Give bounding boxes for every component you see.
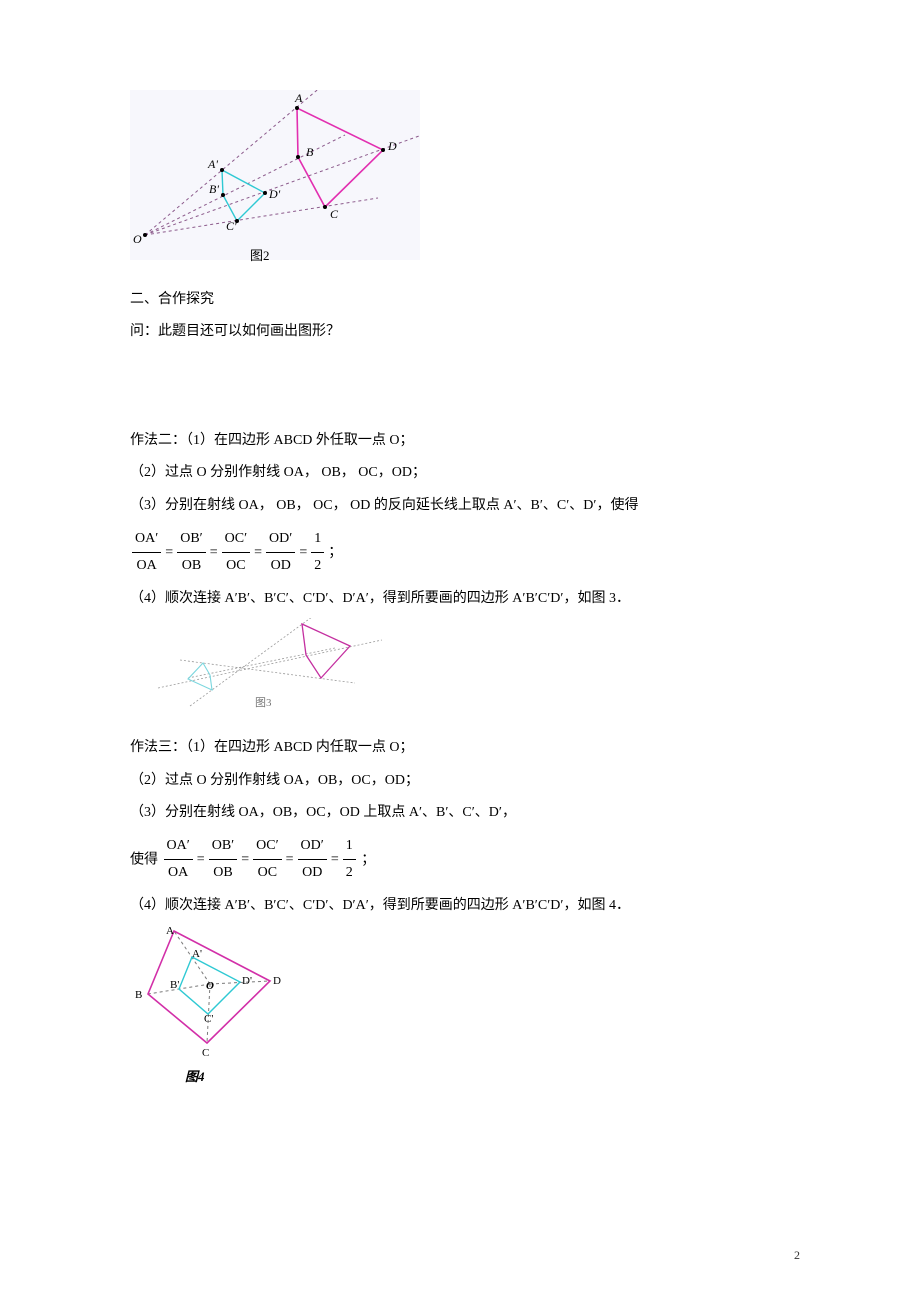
- method-3-step-2: （2）过点 O 分别作射线 OA，OB，OC，OD；: [130, 768, 800, 795]
- method-2-step-4: （4）顺次连接 A′B′、B′C′、C′D′、D′A′，得到所要画的四边形 A′…: [130, 586, 800, 613]
- method-3-step-1: 作法三：（1）在四边形 ABCD 内任取一点 O；: [130, 735, 800, 762]
- svg-text:C: C: [202, 1047, 209, 1059]
- ratio-formula-1: OA′OA=OB′OB=OC′OC=OD′OD=12；: [130, 526, 800, 580]
- figure-3: 图3: [130, 618, 800, 729]
- svg-text:O: O: [206, 980, 214, 992]
- ratio-formula-2: 使得 OA′OA=OB′OB=OC′OC=OD′OD=12 ；: [130, 833, 800, 887]
- svg-text:C: C: [330, 207, 339, 221]
- figure-2-caption: 图2: [250, 248, 270, 263]
- figure-3-inner-polygon: [188, 663, 212, 690]
- method-2-step-2: （2）过点 O 分别作射线 OA， OB， OC，OD；: [130, 460, 800, 487]
- svg-text:D': D': [242, 975, 252, 987]
- svg-text:A: A: [294, 91, 303, 105]
- svg-text:B: B: [135, 989, 142, 1001]
- figure-2-svg: O A B C D A' B' C' D' 图2: [130, 90, 420, 270]
- svg-text:D: D: [273, 975, 281, 987]
- svg-text:B': B': [170, 979, 179, 991]
- svg-text:O: O: [133, 232, 142, 246]
- method-3-step-3: （3）分别在射线 OA，OB，OC，OD 上取点 A′、B′、C′、D′，: [130, 800, 800, 827]
- figure-3-outer-polygon: [302, 624, 350, 678]
- section-2-heading: 二、合作探究: [130, 287, 800, 314]
- spacer: [130, 352, 800, 422]
- svg-text:A': A': [192, 948, 202, 960]
- page-number: 2: [794, 1244, 800, 1267]
- svg-text:C': C': [204, 1013, 213, 1025]
- svg-text:A: A: [166, 926, 174, 937]
- svg-text:D': D': [268, 187, 281, 201]
- svg-text:B: B: [306, 145, 314, 159]
- svg-text:B': B': [209, 182, 219, 196]
- figure-2: O A B C D A' B' C' D' 图2: [130, 90, 800, 281]
- svg-text:A': A': [207, 157, 218, 171]
- method-3-step-4-suffix: ；: [361, 852, 375, 867]
- figure-4-svg: A B C D A' B' C' D' O 图4: [130, 926, 300, 1086]
- figure-4-caption: 图4: [185, 1069, 205, 1084]
- method-3-step-4-prefix: 使得: [130, 852, 158, 867]
- figure-3-caption: 图3: [255, 696, 272, 709]
- method-3-step-5: （4）顺次连接 A′B′、B′C′、C′D′、D′A′，得到所要画的四边形 A′…: [130, 893, 800, 920]
- section-2-question: 问：此题目还可以如何画出图形？: [130, 319, 800, 346]
- method-2-step-3: （3）分别在射线 OA， OB， OC， OD 的反向延长线上取点 A′、B′、…: [130, 493, 800, 520]
- method-2-step-1: 作法二：（1）在四边形 ABCD 外任取一点 O；: [130, 428, 800, 455]
- figure-4: A B C D A' B' C' D' O 图4: [130, 926, 800, 1097]
- svg-text:D: D: [387, 139, 397, 153]
- page: OABCDA'B'C'D' 图2 二、合作探究 问：此题目还可以如何画出图形？ …: [0, 0, 920, 1302]
- figure-3-svg: 图3: [130, 618, 390, 718]
- svg-text:C': C': [226, 219, 237, 233]
